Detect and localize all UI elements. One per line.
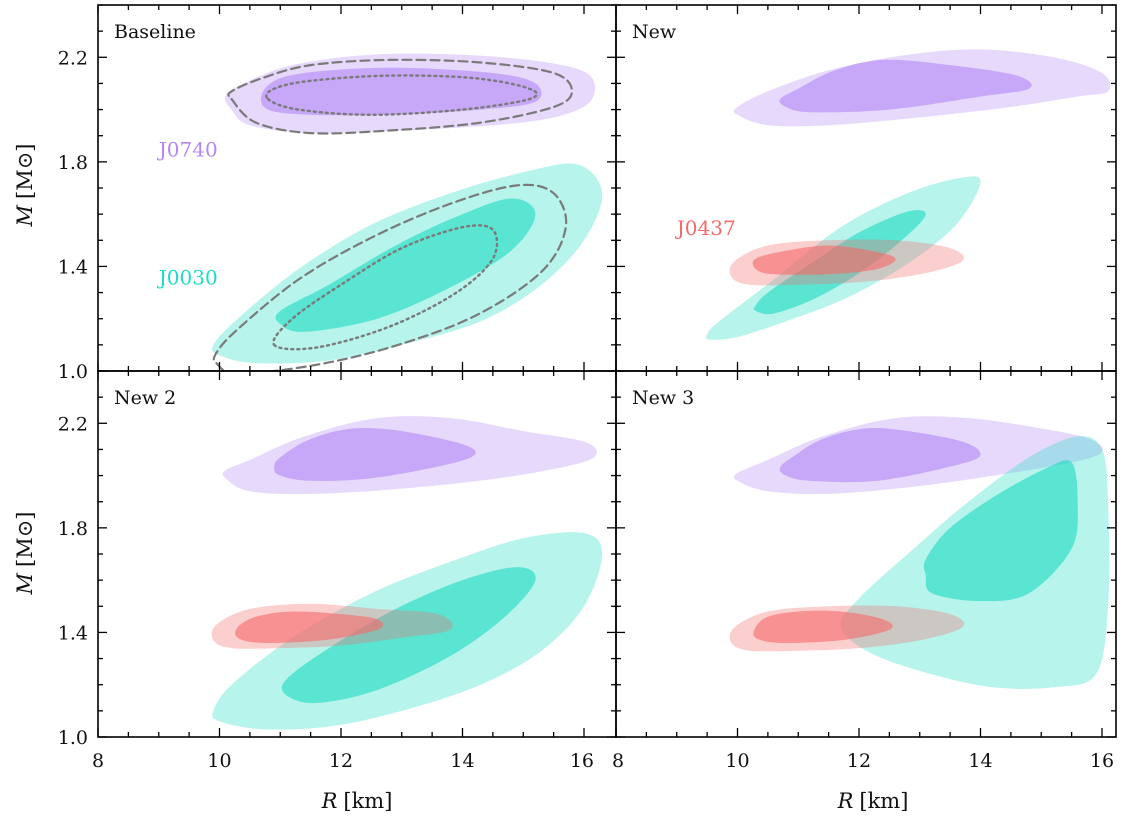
panel-1: 1.0 1.4 1.8 2.2 Baseline J0740 J0030 [58,4,617,383]
panel-4: 8 10 12 14 16 New 3 [612,370,1117,772]
panel-frame [615,370,1117,738]
j0437-inner-region [235,611,384,643]
panel-plot-area [729,416,1110,689]
j0437-inner-region [752,245,896,275]
j0740-label: J0740 [157,138,218,162]
x-tick-label: 8 [612,750,624,772]
y-axis-label-bottom: M[M⊙] [13,512,37,596]
y-axis-label-top: M[M⊙] [13,144,37,228]
y-tick-label: 1.4 [58,622,88,644]
x-tick-label: 16 [570,750,594,772]
dotted-contour-outline [272,224,499,351]
j0030-inner-region [923,460,1078,602]
j0740-inner-region [779,428,981,483]
j0740-inner-region [779,59,1032,113]
panel-3: 1.0 1.4 1.8 2.2 8 10 12 14 16 New 2 [58,370,617,772]
x-axis-label-left: R [km] [321,789,393,813]
axes-layer: R [km] R [km] M[M⊙] M[M⊙] [13,144,908,814]
x-tick-label: 14 [450,750,474,772]
dotted-contour-outline [265,74,539,117]
j0030-inner-region [275,198,536,332]
y-tick-label: 1.4 [58,256,88,278]
panel-label: New 2 [114,387,176,409]
x-tick-label: 12 [329,750,353,772]
x-axis-label-right: R [km] [837,789,909,813]
x-tick-label: 14 [968,750,992,772]
ticks [615,370,1116,738]
j0030-label: J0030 [157,266,218,290]
y-tick-label: 1.8 [58,518,88,540]
j0740-inner-region [274,427,476,481]
j0030-inner-region [281,567,536,704]
dashed-contour-outline [212,183,568,371]
j0437-label: J0437 [675,216,736,240]
y-tick-label: 1.0 [58,361,88,383]
y-tick-label: 2.2 [58,47,88,69]
panel-label: New [632,21,677,43]
panel-plot-area [706,49,1111,340]
x-tick-label: 12 [847,750,871,772]
panel-plot-area [211,416,603,730]
j0740-inner-region [260,67,542,116]
j0437-inner-region [753,610,893,643]
dashed-contour-outline [227,58,574,135]
ticks [97,370,616,738]
x-tick-label: 16 [1090,750,1114,772]
y-tick-label: 2.2 [58,413,88,435]
panel-plot-area [212,53,603,371]
panel-2: New J0437 [615,4,1117,372]
panel-label: Baseline [114,21,196,43]
x-tick-label: 8 [92,750,104,772]
panels-layer: 1.0 1.4 1.8 2.2 Baseline J0740 J0030 New J0437 1.… [58,4,1117,772]
y-tick-label: 1.8 [58,152,88,174]
x-tick-label: 10 [725,750,749,772]
panel-label: New 3 [632,387,694,409]
x-tick-label: 10 [207,750,231,772]
y-tick-label: 1.0 [58,727,88,749]
